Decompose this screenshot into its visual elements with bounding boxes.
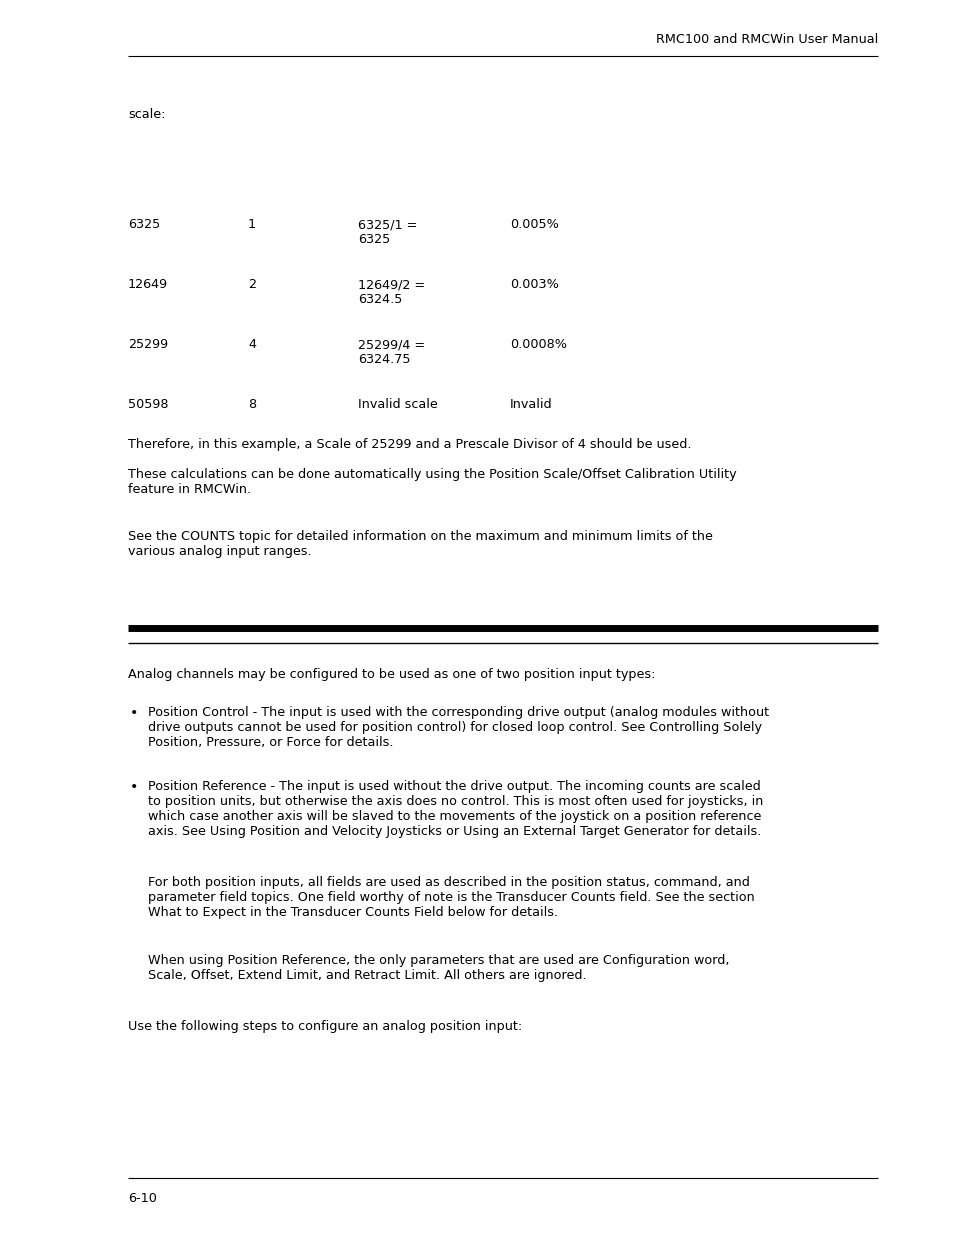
- Text: Invalid: Invalid: [510, 398, 552, 411]
- Text: These calculations can be done automatically using the Position Scale/Offset Cal: These calculations can be done automatic…: [128, 468, 736, 496]
- Text: 1: 1: [248, 219, 255, 231]
- Text: 25299/4 =
6324.75: 25299/4 = 6324.75: [357, 338, 425, 366]
- Text: Position Control - The input is used with the corresponding drive output (analog: Position Control - The input is used wit…: [148, 706, 768, 748]
- Text: 12649: 12649: [128, 278, 168, 291]
- Text: 25299: 25299: [128, 338, 168, 351]
- Text: •: •: [130, 706, 138, 720]
- Text: Position Reference - The input is used without the drive output. The incoming co: Position Reference - The input is used w…: [148, 781, 762, 839]
- Text: 0.003%: 0.003%: [510, 278, 558, 291]
- Text: Analog channels may be configured to be used as one of two position input types:: Analog channels may be configured to be …: [128, 668, 655, 680]
- Text: 12649/2 =
6324.5: 12649/2 = 6324.5: [357, 278, 425, 306]
- Text: See the COUNTS topic for detailed information on the maximum and minimum limits : See the COUNTS topic for detailed inform…: [128, 530, 712, 558]
- Text: Use the following steps to configure an analog position input:: Use the following steps to configure an …: [128, 1020, 521, 1032]
- Text: 4: 4: [248, 338, 255, 351]
- Text: 6-10: 6-10: [128, 1192, 156, 1205]
- Text: 0.005%: 0.005%: [510, 219, 558, 231]
- Text: 6325: 6325: [128, 219, 160, 231]
- Text: 50598: 50598: [128, 398, 169, 411]
- Text: scale:: scale:: [128, 107, 165, 121]
- Text: 0.0008%: 0.0008%: [510, 338, 566, 351]
- Text: When using Position Reference, the only parameters that are used are Configurati: When using Position Reference, the only …: [148, 953, 729, 982]
- Text: 2: 2: [248, 278, 255, 291]
- Text: 6325/1 =
6325: 6325/1 = 6325: [357, 219, 416, 246]
- Text: Therefore, in this example, a Scale of 25299 and a Prescale Divisor of 4 should : Therefore, in this example, a Scale of 2…: [128, 438, 691, 451]
- Text: •: •: [130, 781, 138, 794]
- Text: RMC100 and RMCWin User Manual: RMC100 and RMCWin User Manual: [655, 33, 877, 46]
- Text: 8: 8: [248, 398, 255, 411]
- Text: For both position inputs, all fields are used as described in the position statu: For both position inputs, all fields are…: [148, 876, 754, 919]
- Text: Invalid scale: Invalid scale: [357, 398, 437, 411]
